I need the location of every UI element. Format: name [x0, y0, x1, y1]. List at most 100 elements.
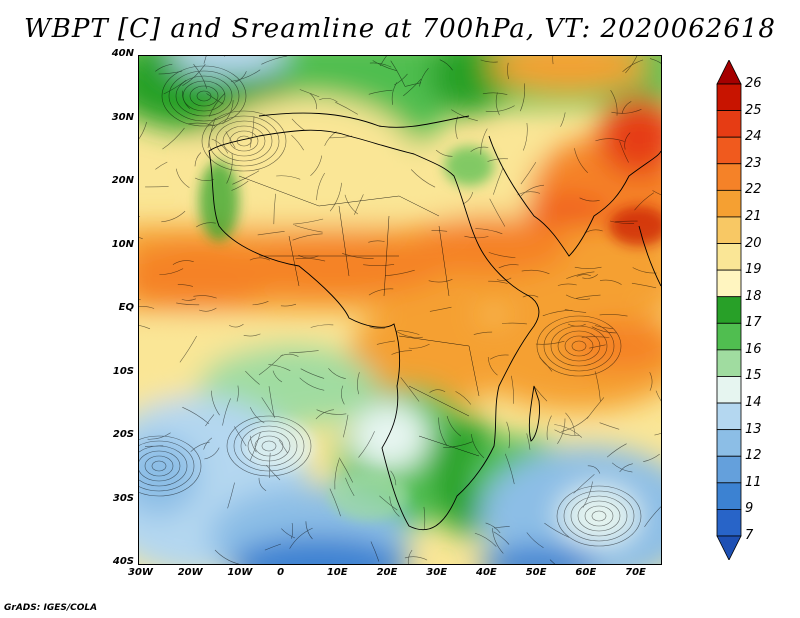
- streamline-vortex: [570, 495, 628, 537]
- streamline: [549, 559, 556, 564]
- streamline: [226, 153, 233, 184]
- streamline: [403, 78, 422, 97]
- streamline: [487, 356, 498, 376]
- streamline-vortex: [564, 335, 594, 357]
- streamline: [276, 175, 301, 180]
- streamline: [207, 117, 216, 148]
- streamline: [391, 350, 412, 355]
- streamline: [394, 73, 408, 86]
- colorbar-label: 25: [745, 102, 762, 118]
- streamline-vortex: [222, 125, 266, 157]
- lat-label: 30S: [112, 492, 134, 504]
- colorbar-box: [716, 296, 742, 324]
- streamline: [520, 161, 537, 185]
- streamline: [517, 191, 541, 196]
- streamline: [489, 354, 509, 360]
- lon-label: 10E: [326, 567, 348, 578]
- streamline: [163, 79, 187, 95]
- streamline: [289, 527, 313, 549]
- colorbar-box: [716, 376, 742, 404]
- streamline-vortex: [577, 500, 621, 532]
- streamline: [280, 303, 297, 307]
- streamline: [561, 416, 589, 432]
- streamline: [159, 268, 184, 275]
- streamline: [595, 138, 625, 142]
- lon-label: 20W: [177, 567, 203, 578]
- streamline: [261, 56, 288, 65]
- streamline: [492, 528, 504, 554]
- streamline: [493, 526, 510, 529]
- streamline: [291, 522, 294, 539]
- streamline: [147, 432, 171, 440]
- streamline-vortex: [536, 315, 622, 377]
- streamline: [455, 391, 472, 405]
- streamline: [258, 477, 267, 491]
- lat-label: 10N: [111, 238, 134, 250]
- streamline: [249, 431, 261, 461]
- streamline: [193, 295, 217, 299]
- streamline: [599, 314, 628, 317]
- streamline: [611, 109, 642, 114]
- streamline: [614, 220, 638, 223]
- streamline: [369, 326, 386, 329]
- streamline: [560, 112, 566, 127]
- streamline: [249, 116, 255, 148]
- colorbar-bottom-cap: [716, 535, 742, 560]
- streamline: [428, 279, 453, 283]
- colorbar-box: [716, 402, 742, 431]
- lat-label: 30N: [111, 111, 134, 123]
- streamline: [190, 441, 210, 452]
- streamline: [654, 432, 661, 436]
- streamline: [344, 194, 358, 215]
- streamline: [234, 71, 247, 83]
- streamline: [144, 445, 164, 447]
- streamline: [438, 417, 448, 446]
- lat-label: 40N: [111, 48, 134, 59]
- streamline: [400, 377, 420, 402]
- colorbar-label: 19: [745, 262, 762, 278]
- streamline: [429, 389, 446, 393]
- streamline: [482, 92, 508, 95]
- streamline: [243, 333, 261, 337]
- colorbar-box: [716, 349, 742, 377]
- streamline: [599, 422, 620, 430]
- streamline: [175, 168, 190, 188]
- streamline: [291, 134, 304, 151]
- streamline: [182, 64, 206, 87]
- streamline: [501, 322, 527, 325]
- map-title: WBPT [C] and Sreamline at 700hPa, VT: 20…: [24, 14, 776, 44]
- streamline: [211, 138, 229, 154]
- streamline: [489, 198, 506, 227]
- streamline: [139, 121, 147, 140]
- streamline: [280, 353, 299, 357]
- map-canvas: [139, 56, 661, 564]
- map-panel: [138, 55, 662, 565]
- streamline: [526, 433, 531, 450]
- streamline: [268, 364, 291, 371]
- streamline: [522, 294, 539, 298]
- streamline: [193, 63, 208, 89]
- streamline: [474, 532, 497, 547]
- streamline: [582, 274, 598, 279]
- streamline: [506, 421, 511, 449]
- streamline-vortex: [563, 490, 635, 542]
- streamline: [582, 481, 593, 508]
- streamline-vortex: [189, 85, 219, 107]
- streamline-vortex: [571, 340, 587, 352]
- streamline: [231, 180, 249, 191]
- streamline-vortex: [168, 70, 240, 122]
- streamline: [526, 532, 544, 548]
- streamline: [552, 56, 554, 65]
- streamline: [521, 269, 550, 275]
- streamline: [236, 385, 239, 402]
- lon-label: 40E: [476, 567, 497, 578]
- streamline: [573, 474, 595, 494]
- colorbar-label: 24: [745, 129, 762, 145]
- streamline: [498, 264, 519, 269]
- streamline: [292, 218, 324, 225]
- streamline: [619, 463, 633, 473]
- streamline: [575, 294, 601, 299]
- streamline: [139, 237, 143, 240]
- streamline: [245, 370, 260, 385]
- streamline: [611, 462, 633, 473]
